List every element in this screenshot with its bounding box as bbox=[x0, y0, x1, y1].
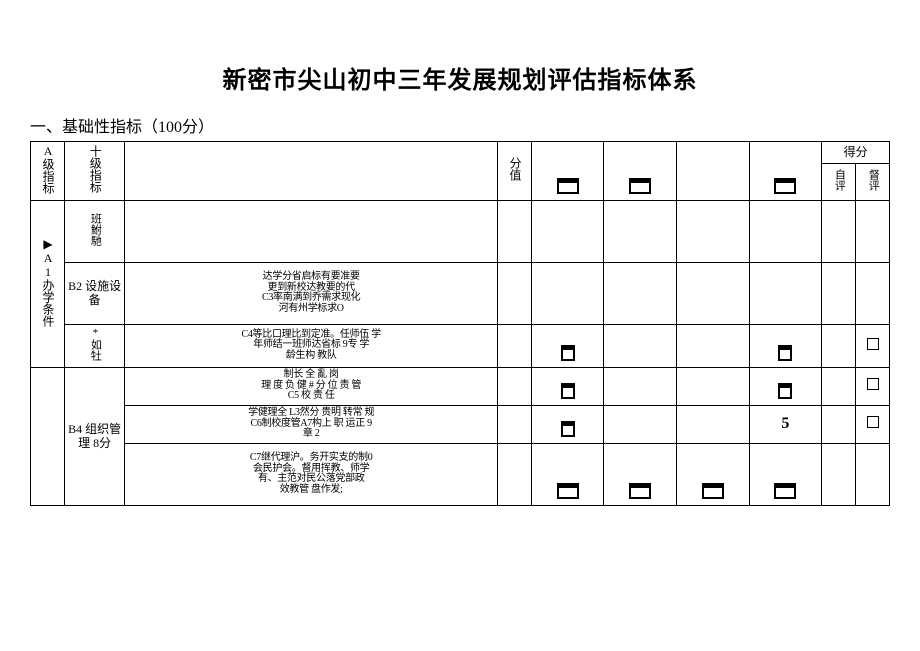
glyph-icon bbox=[561, 345, 575, 361]
checkbox-icon bbox=[867, 416, 879, 428]
self-eval-header: 自评 bbox=[833, 169, 845, 191]
glyph-icon bbox=[557, 178, 579, 194]
page-title: 新密市尖山初中三年发展规划评估指标体系 bbox=[30, 60, 890, 95]
glyph-icon bbox=[629, 483, 651, 499]
glyph-icon bbox=[561, 421, 575, 437]
table-row: 学健理全 L3然分 贵明 转常 规 C6制校度管A7构上 职 运正 9 章 2 … bbox=[31, 405, 890, 443]
sup-eval-header: 督评 bbox=[867, 169, 879, 191]
score-group-header: 得分 bbox=[822, 142, 890, 164]
b4-label: B4 组织管理 8分 bbox=[64, 367, 124, 505]
glyph-icon bbox=[702, 483, 724, 499]
criteria-text: 制长 全 亂 岗 理 度 负 健 # 分 位 责 管 C5 校 责 任 bbox=[125, 367, 498, 405]
glyph-icon bbox=[629, 178, 651, 194]
col-a-header: A级指标 bbox=[41, 144, 54, 194]
checkbox-icon bbox=[867, 378, 879, 390]
table-header-row: A级指标 十级指标 分值 得分 bbox=[31, 142, 890, 164]
a1-label: ▶A1办学条件 bbox=[41, 237, 54, 327]
b-cell: *如牡 bbox=[89, 327, 101, 361]
b-cell: 班鮒馳 bbox=[89, 213, 101, 246]
glyph-icon bbox=[778, 383, 792, 399]
glyph-icon bbox=[778, 345, 792, 361]
table-row: B2 设施设备 达学分省启标有要准要 更到新校达教要的代 C3率南满到乔需求现化… bbox=[31, 262, 890, 324]
col-b-header: 十级指标 bbox=[88, 145, 101, 193]
glyph-icon bbox=[774, 178, 796, 194]
subtitle: 一、基础性指标（100分） bbox=[30, 113, 890, 137]
criteria-text: C4等比口理比到定准。任师伍 学 年师结一班师达省标 9专 学 龄生构 教队 bbox=[125, 324, 498, 367]
criteria-text: 达学分省启标有要准要 更到新校达教要的代 C3率南满到乔需求现化 河有州学标求O bbox=[125, 262, 498, 324]
checkbox-icon bbox=[867, 338, 879, 350]
digit-5: 5 bbox=[749, 405, 822, 443]
table-row: C7继代理沪。务开实支的制0 会民护会。督用挥教、师学 有、主范对民公落党部政 … bbox=[31, 443, 890, 505]
b2-label: B2 设施设备 bbox=[64, 262, 124, 324]
criteria-text: 学健理全 L3然分 贵明 转常 规 C6制校度管A7构上 职 运正 9 章 2 bbox=[125, 405, 498, 443]
glyph-icon bbox=[561, 383, 575, 399]
indicator-table: A级指标 十级指标 分值 得分 自评 督评 ▶A1办学条件 班鮒馳 B2 设施设… bbox=[30, 141, 890, 506]
criteria-text: C7继代理沪。务开实支的制0 会民护会。督用挥教、师学 有、主范对民公落党部政 … bbox=[125, 443, 498, 505]
glyph-icon bbox=[774, 483, 796, 499]
table-row: ▶A1办学条件 班鮒馳 bbox=[31, 200, 890, 262]
table-row: B4 组织管理 8分 制长 全 亂 岗 理 度 负 健 # 分 位 责 管 C5… bbox=[31, 367, 890, 405]
table-row: *如牡 C4等比口理比到定准。任师伍 学 年师结一班师达省标 9专 学 龄生构 … bbox=[31, 324, 890, 367]
glyph-icon bbox=[557, 483, 579, 499]
col-score-header: 分值 bbox=[508, 157, 521, 181]
